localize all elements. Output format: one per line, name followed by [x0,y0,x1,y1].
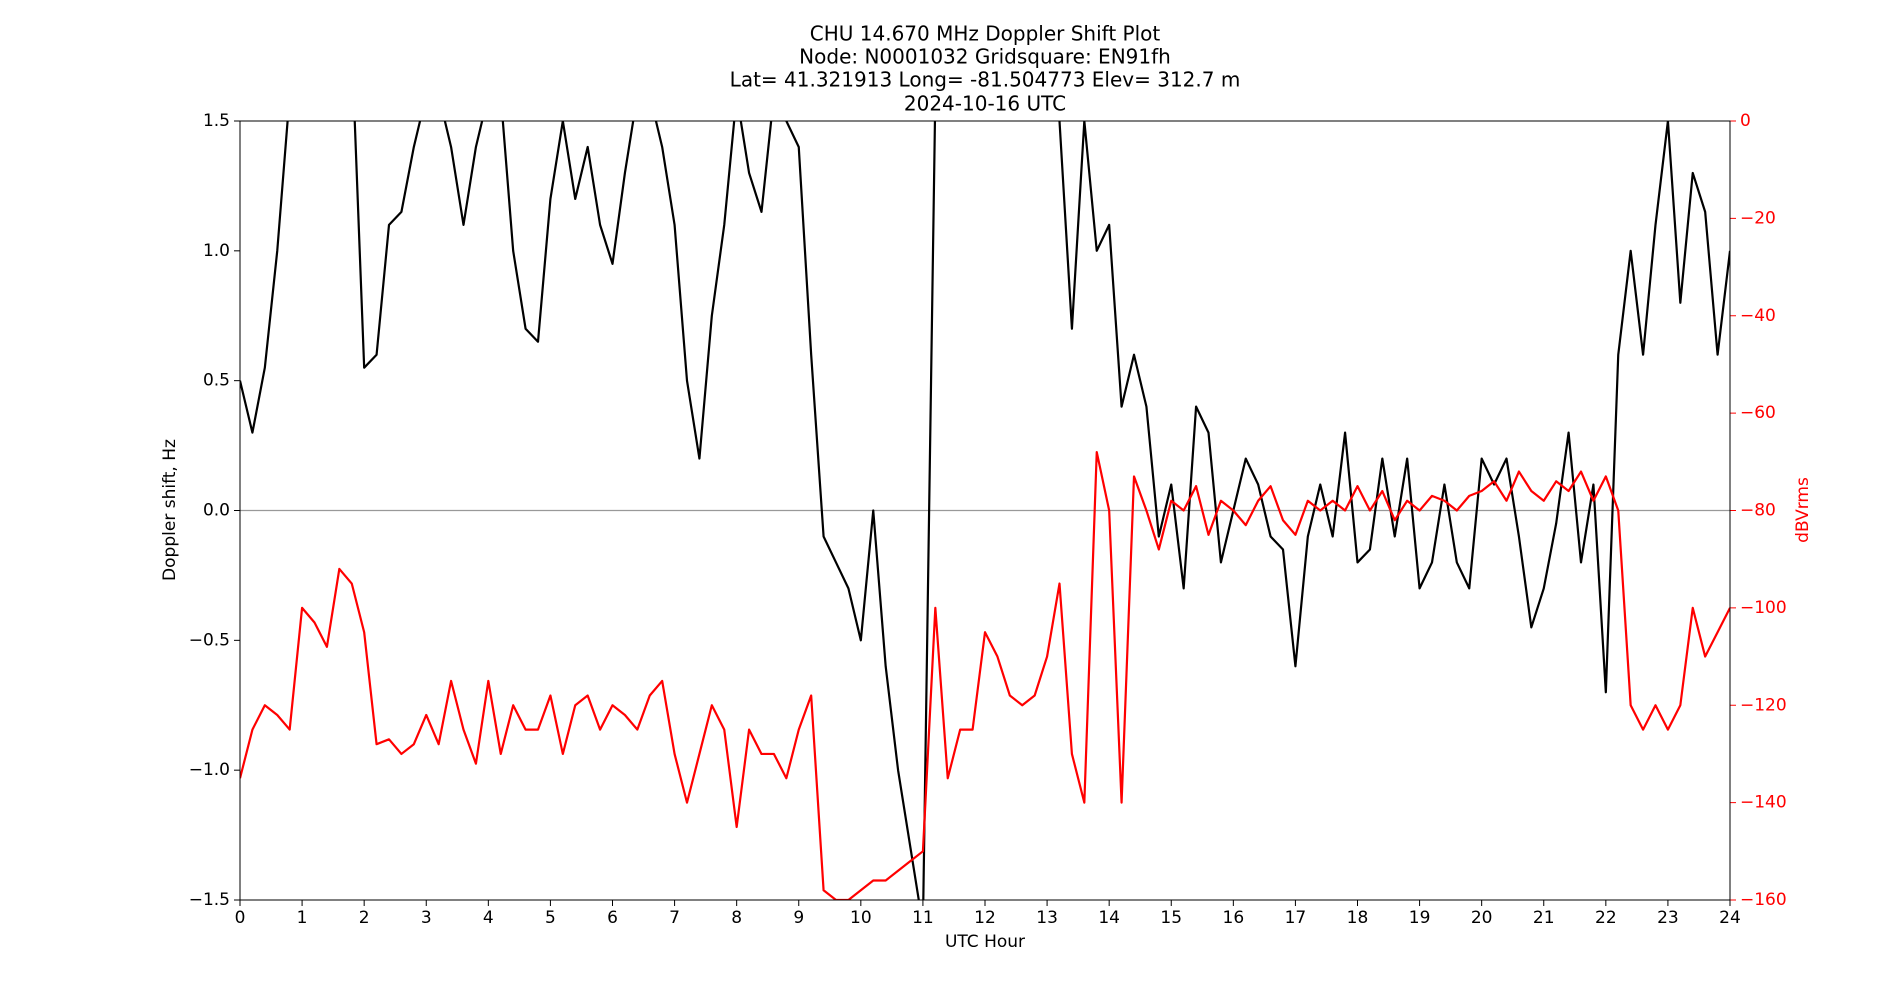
y2-tick-label: −60 [1740,403,1776,423]
series-line [240,121,1730,900]
y-tick-label: 1.0 [203,241,230,261]
x-tick-label: 8 [731,908,742,928]
x-tick-label: 14 [1098,908,1120,928]
x-tick-label: 16 [1223,908,1245,928]
x-tick-label: 13 [1036,908,1058,928]
y2-tick-label: 0 [1740,111,1751,131]
x-tick-label: 11 [912,908,934,928]
y2-tick-label: −40 [1740,306,1776,326]
y2-tick-label: −140 [1740,793,1787,813]
y2-tick-label: −160 [1740,890,1787,910]
y-tick-label: −1.0 [189,760,230,780]
chart-subtitle: 2024-10-16 UTC [904,92,1066,116]
plot-frame [239,120,1731,901]
x-tick-label: 17 [1285,908,1307,928]
x-tick-label: 9 [793,908,804,928]
x-tick-label: 1 [297,908,308,928]
x-tick-label: 3 [421,908,432,928]
chart-subtitle: Node: N0001032 Gridsquare: EN91fh [799,45,1171,69]
x-tick-label: 0 [235,908,246,928]
x-tick-label: 24 [1719,908,1741,928]
y2-tick-label: −20 [1740,208,1776,228]
y-axis-label: Doppler shift, Hz [160,439,180,581]
y2-tick-label: −80 [1740,501,1776,521]
x-tick-label: 23 [1657,908,1679,928]
y2-tick-label: −120 [1740,695,1787,715]
x-axis-label: UTC Hour [945,932,1025,952]
x-tick-label: 18 [1347,908,1369,928]
y-tick-label: 1.5 [203,111,230,131]
x-tick-label: 19 [1409,908,1431,928]
y2-tick-label: −100 [1740,598,1787,618]
x-tick-label: 2 [359,908,370,928]
x-tick-label: 5 [545,908,556,928]
x-tick-label: 6 [607,908,618,928]
x-tick-label: 7 [669,908,680,928]
x-tick-label: 12 [974,908,996,928]
series-line [240,450,1730,900]
y-tick-label: 0.5 [203,371,230,391]
y-tick-label: 0.0 [203,501,230,521]
y-tick-label: −1.5 [189,890,230,910]
chart-subtitle: Lat= 41.321913 Long= -81.504773 Elev= 31… [730,68,1241,92]
y-tick-label: −0.5 [189,630,230,650]
chart-title: CHU 14.670 MHz Doppler Shift Plot [810,22,1161,46]
x-tick-label: 10 [850,908,872,928]
y2-axis-label: dBVrms [1793,477,1813,543]
x-tick-label: 15 [1160,908,1182,928]
x-tick-label: 22 [1595,908,1617,928]
x-tick-label: 21 [1533,908,1555,928]
x-tick-label: 4 [483,908,494,928]
x-tick-label: 20 [1471,908,1493,928]
